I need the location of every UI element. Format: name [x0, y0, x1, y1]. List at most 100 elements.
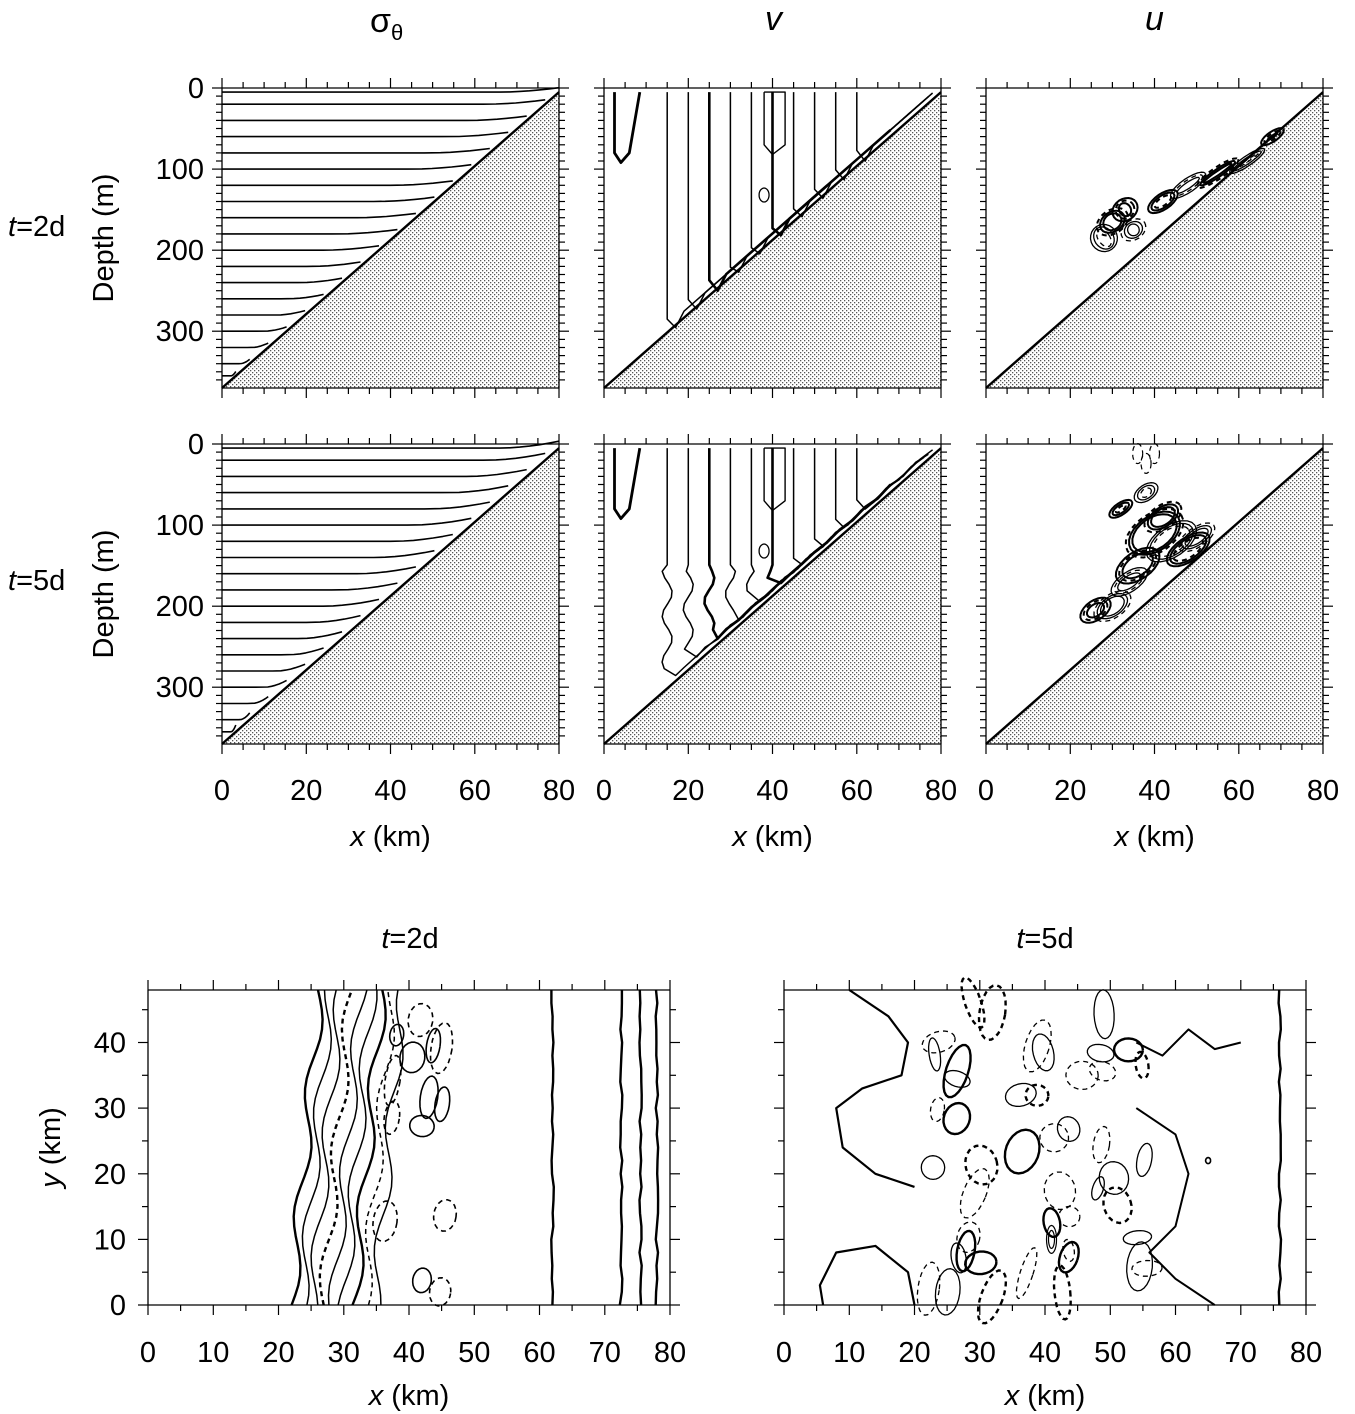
eddy-contour [1134, 1050, 1150, 1080]
isopycnal-contour [222, 485, 509, 494]
small-eddy [1204, 1156, 1212, 1165]
isopycnal-contour [222, 277, 343, 284]
u-contour [1082, 599, 1109, 622]
x-tick-label: 30 [964, 1337, 996, 1369]
x-tick-label: 60 [841, 775, 873, 807]
depth-tick-label: 0 [188, 429, 204, 461]
isopycnal-contour [222, 679, 287, 688]
u-contour [1202, 162, 1233, 184]
isopycnal-contour [222, 695, 269, 705]
cross-section-panel-r2-c1: 0 100 200 300 Depth (m) 0 20 40 60 80 x (km) [88, 429, 575, 853]
v-contour [687, 92, 807, 310]
y-tick-label: 40 [94, 1028, 126, 1060]
eddy-contour [1131, 1259, 1163, 1277]
plan-view-panels: 0 10 20 30 40 50 60 70 80 x (km) 0 10 20 30 40 y (km) 0 1… [35, 976, 1322, 1412]
v-contour [856, 92, 925, 162]
depth-axis-label: Depth (m) [88, 174, 120, 303]
wavy-contour [290, 989, 324, 1306]
isopycnal-contour [222, 115, 527, 122]
isopycnal-contour [222, 228, 398, 235]
u-contour [1235, 152, 1259, 170]
v-contour [856, 448, 925, 510]
eddy-contour [1126, 1241, 1154, 1292]
eddy-contour [942, 1101, 972, 1136]
x-tick-label: 80 [1290, 1337, 1322, 1369]
isopycnal-contour [222, 358, 251, 365]
u-contour [1131, 513, 1178, 554]
isopycnal-contour [222, 293, 324, 300]
x-axis-label: x (km) [348, 821, 431, 853]
outer-contour [835, 989, 915, 1188]
isopycnal-contour [222, 724, 237, 733]
u-contour [1117, 202, 1133, 218]
eddy-contour [433, 1086, 451, 1123]
bottom-slope-line [221, 91, 560, 389]
y-tick-label: 30 [94, 1093, 126, 1125]
u-contour [1114, 504, 1127, 514]
wavy-contour [337, 990, 378, 1306]
isopycnal-contour [222, 533, 453, 543]
isopycnal-contour [222, 598, 380, 607]
depth-tick-label: 100 [156, 510, 204, 542]
depth-tick-label: 0 [188, 73, 204, 105]
u-contour [1111, 501, 1130, 517]
u-contour [1229, 147, 1266, 175]
u-contour [1089, 223, 1119, 253]
x-tick-label: 40 [1138, 775, 1170, 807]
isopycnal-contour [222, 371, 237, 377]
v-closed-contour [763, 91, 786, 156]
bottom-slope-line [603, 91, 942, 389]
eddy-contour [1088, 1060, 1117, 1082]
isopycnal-contour [222, 261, 361, 268]
x-tick-label: 60 [523, 1337, 555, 1369]
eddy-contour [1058, 1205, 1081, 1228]
isopycnal-contour [222, 212, 416, 219]
x-tick-label: 0 [776, 1337, 792, 1369]
cross-section-panel-r2-c3: 0 20 40 60 80 x (km) [976, 434, 1339, 853]
isopycnal-contour [222, 163, 472, 170]
eddy-contour [1098, 1161, 1130, 1195]
wavy-contour [310, 989, 341, 1306]
u-contour [1199, 159, 1236, 187]
depth-axis-label: Depth (m) [88, 530, 120, 659]
u-contour [1150, 191, 1176, 212]
eddy-contour [407, 1002, 434, 1038]
isopycnal-contour [222, 245, 380, 251]
u-contour [1123, 220, 1144, 239]
column-title-v: v [765, 0, 784, 38]
wavy-contour [327, 989, 368, 1306]
u-contour [1169, 534, 1208, 565]
bottom-slope-line [221, 447, 560, 745]
v-contour [666, 92, 786, 329]
u-contour [1108, 498, 1134, 519]
u-contour [1232, 150, 1262, 172]
isopycnal-contour [222, 712, 251, 721]
x-tick-label: 80 [925, 775, 957, 807]
v-nearshore-contour [613, 447, 642, 520]
x-tick-label: 50 [1094, 1337, 1126, 1369]
eddy-contour [929, 1097, 946, 1123]
bottom-slope-line [985, 91, 1324, 389]
eddy-contour [942, 1043, 972, 1099]
depth-tick-label: 200 [156, 591, 204, 623]
eddy-contour [429, 1021, 454, 1075]
plan-title-t2d: t=2d [381, 923, 438, 955]
x-tick-label: 0 [140, 1337, 156, 1369]
u-contour [1140, 487, 1152, 498]
depth-tick-label: 100 [156, 154, 204, 186]
x-tick-label: 30 [328, 1337, 360, 1369]
eddy-contour [372, 1200, 399, 1243]
isopycnal-contour [222, 180, 453, 187]
isopycnal-contour [222, 326, 287, 332]
u-contour [1133, 482, 1159, 504]
u-contour [1086, 602, 1105, 619]
eddy-contour [425, 1027, 442, 1064]
eddy-contour [960, 976, 986, 1029]
eddy-contour [927, 1037, 942, 1072]
u-contour [1177, 522, 1216, 553]
eddy-contour [1093, 989, 1115, 1040]
eddy-contour [1102, 1186, 1133, 1225]
column-title-u: u [1145, 0, 1164, 38]
eddy-contour [419, 1075, 439, 1120]
